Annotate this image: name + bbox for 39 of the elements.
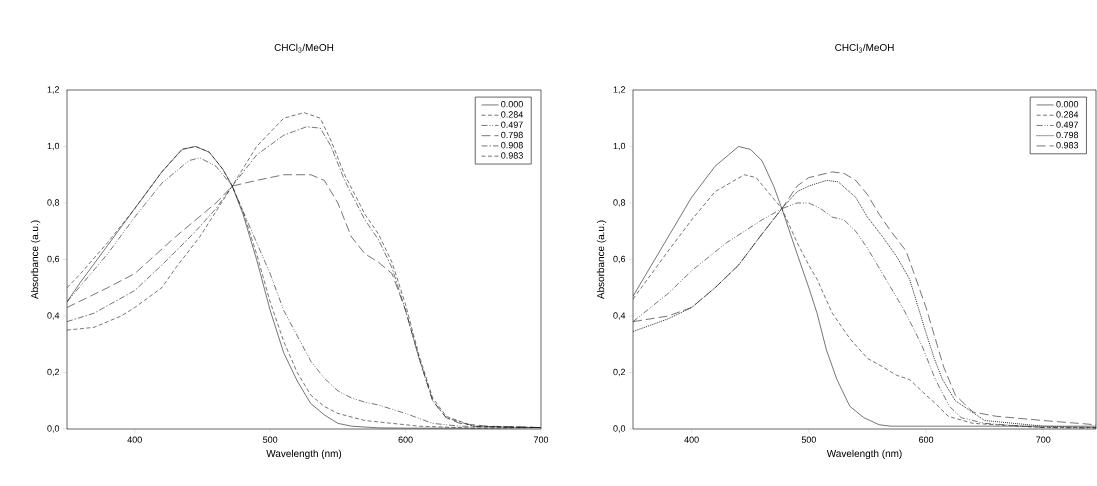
y-axis-title: Absorbance (a.u.) <box>30 220 41 300</box>
y-tick-label: 1,2 <box>47 86 60 94</box>
y-tick-label: 0,2 <box>47 368 60 377</box>
legend-label: 0.497 <box>1056 121 1079 128</box>
y-axis-title: Absorbance (a.u.) <box>596 220 607 300</box>
y-tick-label: 0,4 <box>613 312 626 320</box>
x-tick-label: 700 <box>1036 436 1051 443</box>
x-tick-label: 400 <box>684 436 699 443</box>
y-tick-label: 1,2 <box>613 86 626 94</box>
legend-label: 0.284 <box>1056 111 1079 118</box>
y-tick-label: 0,8 <box>613 199 626 207</box>
y-tick-label: 0,0 <box>613 425 626 433</box>
legend-label: 0.983 <box>501 152 523 159</box>
legend-label: 0.798 <box>1056 131 1079 139</box>
legend-label: 0.798 <box>501 131 523 139</box>
x-axis-title: Wavelength (nm) <box>826 449 902 459</box>
y-tick-label: 0,2 <box>613 368 626 377</box>
y-tick-label: 0,0 <box>47 425 60 433</box>
legend-label: 0.000 <box>1056 101 1079 108</box>
y-tick-label: 1,0 <box>613 142 626 151</box>
y-tick-label: 0,6 <box>613 255 626 264</box>
x-tick-label: 700 <box>533 436 549 443</box>
chart-title: CHCl$_{3}$/MeOH <box>274 43 334 53</box>
legend-label: 0.284 <box>501 111 523 118</box>
y-tick-label: 0,6 <box>47 255 60 264</box>
x-tick-label: 400 <box>127 436 142 443</box>
legend-label: 0.000 <box>501 101 523 108</box>
y-tick-label: 0,8 <box>47 199 60 207</box>
legend-label: 0.497 <box>501 121 523 128</box>
x-tick-label: 500 <box>801 436 816 443</box>
y-tick-label: 1,0 <box>47 142 60 151</box>
chart-title: CHCl$_{3}$/MeOH <box>835 43 894 53</box>
x-tick-label: 500 <box>263 436 278 443</box>
x-tick-label: 600 <box>398 436 413 443</box>
legend-label: 0.983 <box>1056 142 1079 149</box>
legend-label: 0.908 <box>501 142 523 149</box>
x-tick-label: 600 <box>919 436 934 443</box>
y-tick-label: 0,4 <box>47 312 60 320</box>
x-axis-title: Wavelength (nm) <box>266 449 342 459</box>
